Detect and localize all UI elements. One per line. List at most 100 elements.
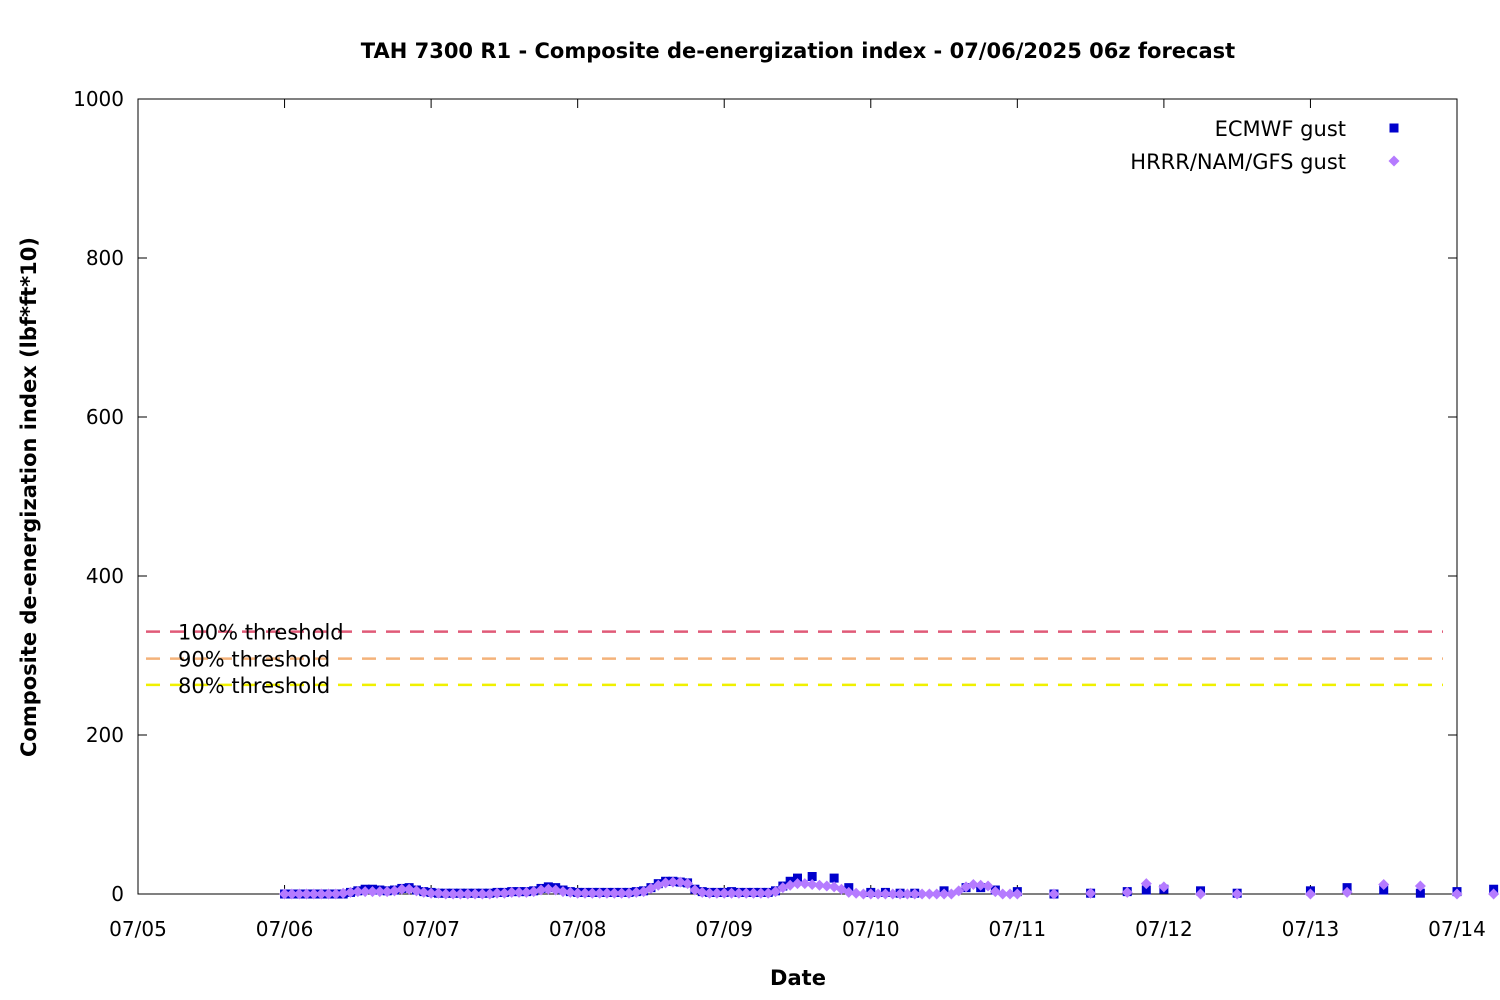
hrrr-point xyxy=(660,877,672,889)
hrrr-point xyxy=(667,876,679,888)
hrrr-point xyxy=(909,888,921,900)
hrrr-point xyxy=(594,887,606,899)
hrrr-point xyxy=(982,880,994,892)
hrrr-point xyxy=(410,885,422,897)
hrrr-point xyxy=(301,888,313,900)
hrrr-point xyxy=(894,888,906,900)
hrrr-point xyxy=(1378,878,1390,890)
hrrr-point xyxy=(293,888,305,900)
hrrr-point xyxy=(674,876,686,888)
hrrr-point xyxy=(323,888,335,900)
ecmwf-point xyxy=(807,872,817,882)
hrrr-point xyxy=(572,887,584,899)
hrrr-point xyxy=(704,887,716,899)
hrrr-point xyxy=(630,886,642,898)
threshold-label: 100% threshold xyxy=(178,621,344,645)
threshold-label: 80% threshold xyxy=(178,674,330,698)
hrrr-point xyxy=(799,878,811,890)
x-tick-label: 07/07 xyxy=(402,917,460,941)
hrrr-point xyxy=(579,887,591,899)
hrrr-point xyxy=(616,887,628,899)
hrrr-point xyxy=(279,888,291,900)
hrrr-point xyxy=(792,878,803,890)
x-tick-label: 07/05 xyxy=(109,917,167,941)
hrrr-point xyxy=(418,886,430,898)
plot-frame xyxy=(137,98,1458,895)
hrrr-point xyxy=(1048,888,1060,900)
hrrr-point xyxy=(366,886,378,898)
hrrr-point xyxy=(359,886,371,898)
x-axis: 07/05 07/06 07/07 07/08 07/09 07/10 07/11 07/12… xyxy=(109,99,1486,941)
hrrr-point xyxy=(520,886,532,898)
hrrr-point xyxy=(425,887,437,899)
hrrr-point xyxy=(623,887,635,899)
hrrr-point xyxy=(1004,888,1016,900)
hrrr-point xyxy=(1195,888,1207,900)
hrrr-point xyxy=(388,885,400,897)
hrrr-point xyxy=(682,878,694,890)
hrrr-point xyxy=(711,887,723,899)
chart-title: TAH 7300 R1 - Composite de-energization … xyxy=(361,39,1235,63)
hrrr-point xyxy=(491,887,503,899)
hrrr-point xyxy=(813,879,825,891)
hrrr-point xyxy=(557,886,569,898)
x-tick-label: 07/11 xyxy=(989,917,1047,941)
y-tick-label: 600 xyxy=(86,405,124,429)
hrrr-point xyxy=(1304,888,1316,900)
hrrr-point xyxy=(755,887,767,899)
ecmwf-point xyxy=(829,873,839,883)
y-tick-label: 400 xyxy=(86,564,124,588)
hrrr-point xyxy=(953,885,965,897)
hrrr-point xyxy=(1121,886,1133,898)
hrrr-point xyxy=(528,886,540,898)
hrrr-point xyxy=(440,888,452,900)
hrrr-point xyxy=(857,888,869,900)
ecmwf-point xyxy=(1415,888,1425,898)
hrrr-point xyxy=(718,887,730,899)
x-tick-label: 07/14 xyxy=(1428,917,1486,941)
hrrr-point xyxy=(469,888,481,900)
hrrr-point xyxy=(806,878,818,890)
hrrr-point xyxy=(513,886,525,898)
hrrr-point xyxy=(476,888,488,900)
hrrr-point xyxy=(345,886,357,898)
hrrr-point xyxy=(1011,888,1023,900)
legend: ECMWF gust HRRR/NAM/GFS gust xyxy=(1130,117,1400,174)
x-tick-label: 07/09 xyxy=(695,917,753,941)
threshold-label: 90% threshold xyxy=(178,648,330,672)
legend-label: ECMWF gust xyxy=(1215,117,1346,141)
hrrr-point xyxy=(396,883,408,895)
plot-border xyxy=(137,98,1458,895)
hrrr-point xyxy=(1341,886,1353,898)
hrrr-point xyxy=(821,880,833,892)
hrrr-point xyxy=(432,887,444,899)
hrrr-point xyxy=(447,888,459,900)
y-tick-label: 0 xyxy=(111,882,124,906)
ecmwf-point xyxy=(1379,885,1389,895)
y-tick-label: 800 xyxy=(86,246,124,270)
hrrr-point xyxy=(887,888,899,900)
hrrr-point xyxy=(997,888,1009,900)
series-group xyxy=(279,876,1500,900)
hrrr-point xyxy=(1488,888,1500,900)
hrrr-point xyxy=(381,886,393,898)
hrrr-point xyxy=(462,888,474,900)
legend-label: HRRR/NAM/GFS gust xyxy=(1130,150,1346,174)
hrrr-point xyxy=(879,888,891,900)
x-tick-label: 07/08 xyxy=(549,917,607,941)
hrrr-point xyxy=(1231,888,1243,900)
hrrr-point xyxy=(938,888,950,900)
hrrr-point xyxy=(726,887,738,899)
hrrr-point xyxy=(1085,887,1097,899)
hrrr-point xyxy=(865,888,877,900)
y-tick-label: 200 xyxy=(86,723,124,747)
ecmwf-point xyxy=(793,873,802,883)
hrrr-point xyxy=(337,887,349,899)
hrrr-point xyxy=(454,888,466,900)
x-tick-label: 07/12 xyxy=(1135,917,1193,941)
hrrr-point xyxy=(923,888,935,900)
hrrr-point xyxy=(850,887,862,899)
hrrr-point xyxy=(872,888,884,900)
